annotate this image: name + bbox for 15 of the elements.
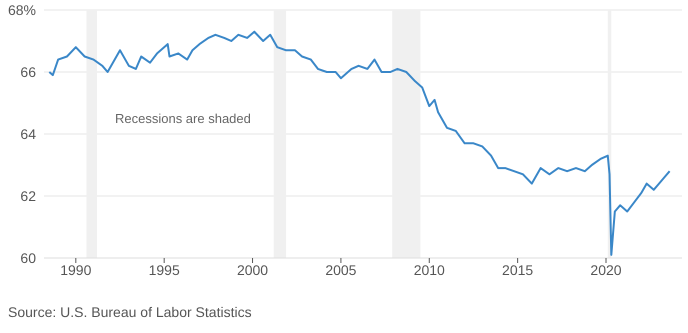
- x-tick-label: 2000: [236, 262, 268, 278]
- line-series: [48, 30, 671, 256]
- y-tick-label: 64: [20, 126, 36, 142]
- x-tick-label: 2005: [325, 262, 357, 278]
- x-tick-label: 1995: [148, 262, 180, 278]
- y-tick-label: 62: [20, 188, 36, 204]
- x-tick-label: 2015: [502, 262, 534, 278]
- y-tick-label: 66: [20, 64, 36, 80]
- y-tick-label: 60: [20, 250, 36, 266]
- y-tick-label: 68%: [8, 2, 36, 18]
- annotation: Recessions are shaded: [115, 111, 251, 126]
- x-tick-label: 2010: [414, 262, 446, 278]
- source-note: Source: U.S. Bureau of Labor Statistics: [8, 304, 252, 320]
- x-tick-label: 2020: [590, 262, 622, 278]
- x-tick-label: 1990: [60, 262, 92, 278]
